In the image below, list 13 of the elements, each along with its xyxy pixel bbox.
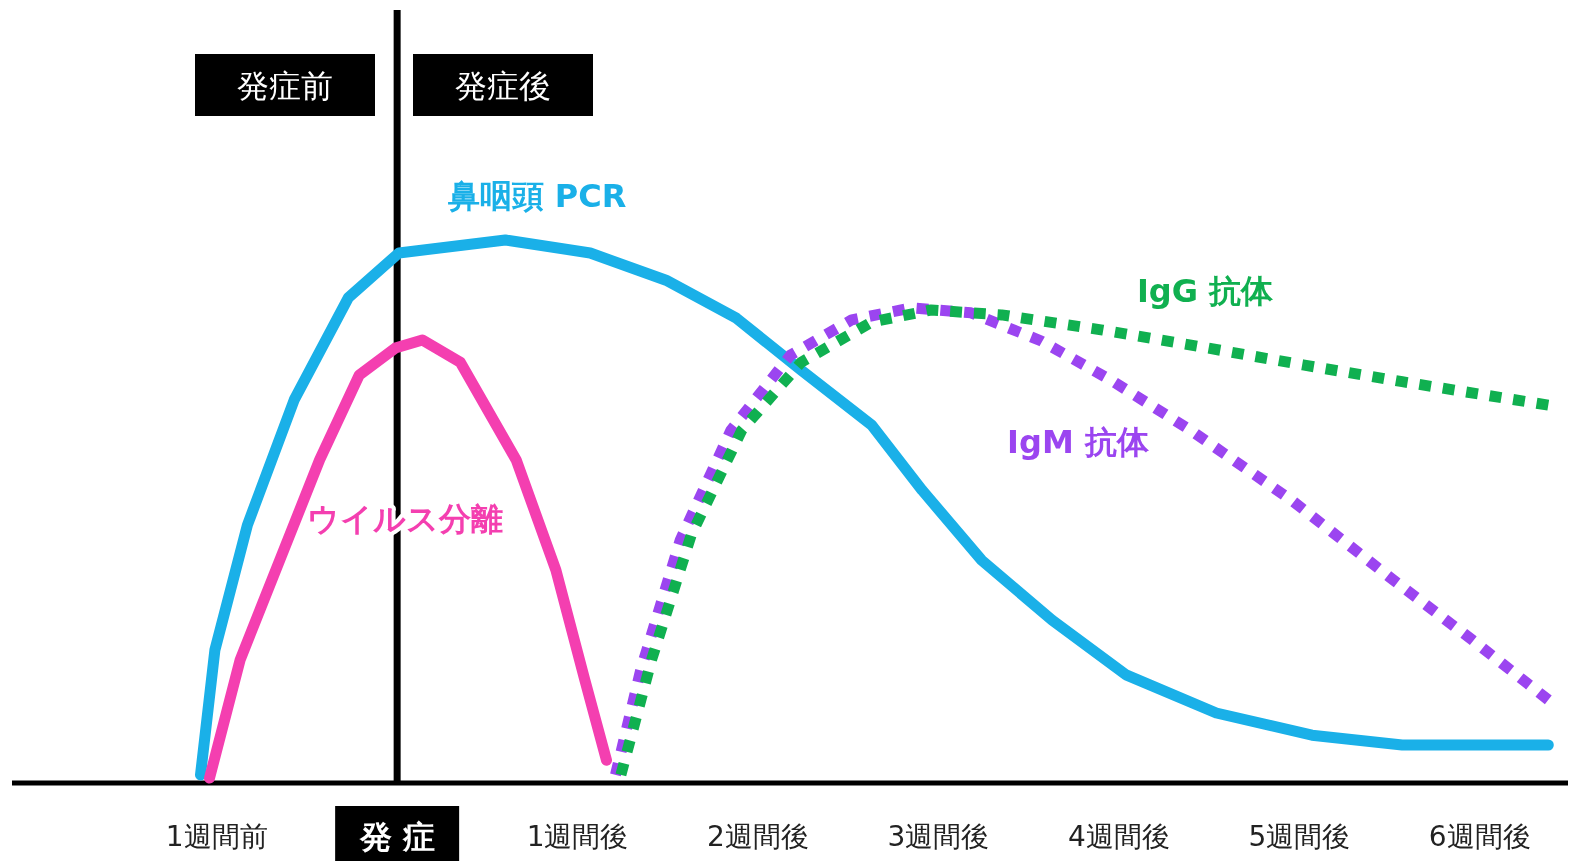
- x-tick-label: 5週間後: [1248, 820, 1351, 853]
- x-tick-label: 1週間前: [165, 820, 268, 853]
- series-label: IgM 抗体: [1007, 423, 1150, 461]
- x-tick-label: 3週間後: [887, 820, 990, 853]
- text: 発症後: [455, 67, 551, 105]
- x-tick-label: 6週間後: [1428, 820, 1531, 853]
- x-tick-label: 2週間後: [707, 820, 809, 853]
- text: 発症前: [237, 67, 333, 105]
- series-label: IgG 抗体: [1136, 272, 1275, 310]
- series-label: 鼻咽頭 PCR: [447, 177, 627, 215]
- x-tick-label: 1週間後: [526, 820, 629, 853]
- x-tick-label: 発 症: [358, 818, 435, 856]
- x-tick-label: 4週間後: [1067, 820, 1170, 853]
